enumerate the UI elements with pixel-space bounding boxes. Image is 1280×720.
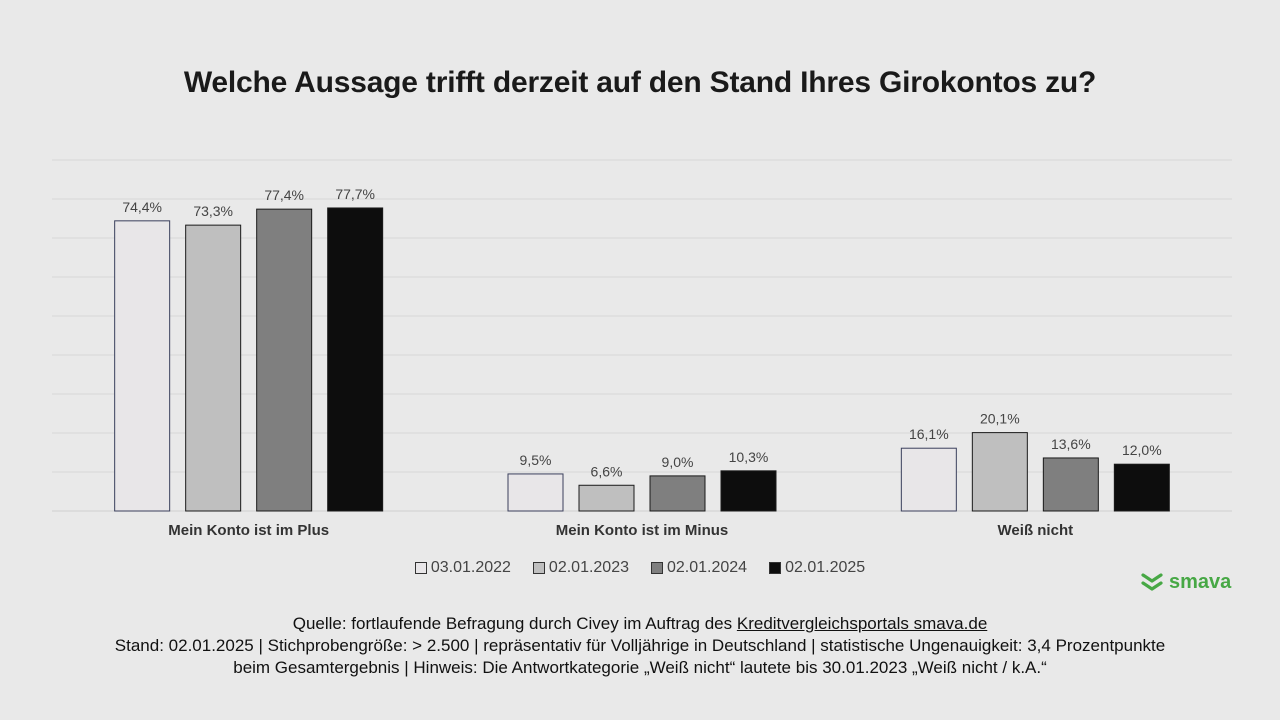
chart-title: Welche Aussage trifft derzeit auf den St… xyxy=(183,66,1097,99)
bar-02.01.2023 xyxy=(971,432,1028,512)
data-label: 10,3% xyxy=(729,449,769,465)
smava-logo: smava xyxy=(1141,571,1231,594)
bar-03.01.2022 xyxy=(507,473,564,512)
legend-item: 02.01.2025 xyxy=(769,559,865,577)
data-label: 20,1% xyxy=(980,411,1020,427)
footer-stand-line: Stand: 02.01.2025 | Stichprobengröße: > … xyxy=(114,636,1166,655)
legend-swatch xyxy=(651,562,663,574)
bar-chart: 74,4% 73,3% 77,4% 77,7% 9,5% 6,6% 9,0% 10,3% 16,… xyxy=(52,159,1232,539)
bar-02.01.2025 xyxy=(327,207,384,512)
legend-swatch xyxy=(414,562,427,574)
legend-label: 02.01.2023 xyxy=(548,559,629,576)
legend-label: 02.01.2024 xyxy=(667,559,748,576)
bar-02.01.2023 xyxy=(185,224,242,512)
data-label: 12,0% xyxy=(1122,442,1162,458)
data-label: 77,4% xyxy=(264,187,304,203)
footer-note-line: beim Gesamtergebnis | Hinweis: Die Antwo… xyxy=(233,658,1047,677)
bar-02.01.2025 xyxy=(1113,463,1170,512)
data-label: 16,1% xyxy=(909,426,949,442)
data-label: 9,0% xyxy=(662,454,694,470)
footer-source-line: Quelle: fortlaufende Befragung durch Civ… xyxy=(40,613,1240,635)
bar-03.01.2022 xyxy=(900,447,957,512)
bar-02.01.2024 xyxy=(649,475,706,512)
legend-swatch xyxy=(769,562,782,574)
data-label: 13,6% xyxy=(1051,436,1091,452)
value-labels: 74,4% 73,3% 77,4% 77,7% 9,5% 6,6% 9,0% 10,3% 16,… xyxy=(122,186,1161,479)
bar-02.01.2023 xyxy=(578,484,635,512)
category-labels: Mein Konto ist im Plus Mein Konto ist im … xyxy=(168,522,1073,539)
smava-logo-icon xyxy=(1141,572,1163,591)
legend-swatch xyxy=(532,562,545,574)
gridlines xyxy=(52,159,1232,512)
category-label: Mein Konto ist im Plus xyxy=(168,522,329,539)
category-label: Weiß nicht xyxy=(998,522,1074,539)
legend-item: 02.01.2024 xyxy=(651,559,747,577)
data-label: 6,6% xyxy=(591,463,623,479)
legend-item: 03.01.2022 xyxy=(414,559,511,577)
legend-item: 02.01.2023 xyxy=(532,559,629,577)
source-footer: Quelle: fortlaufende Befragung durch Civ… xyxy=(40,613,1240,679)
smava-link[interactable]: Kreditvergleichsportals smava.de xyxy=(736,614,988,633)
category-label: Mein Konto ist im Minus xyxy=(556,522,729,539)
data-label: 74,4% xyxy=(122,199,162,215)
data-label: 9,5% xyxy=(520,452,552,468)
data-label: 73,3% xyxy=(193,203,233,219)
bar-02.01.2024 xyxy=(1042,457,1099,512)
bar-03.01.2022 xyxy=(114,220,171,512)
bar-02.01.2025 xyxy=(720,470,777,512)
footer-source-prefix: Quelle: fortlaufende Befragung durch Civ… xyxy=(292,614,737,633)
data-label: 77,7% xyxy=(335,186,375,202)
legend-label: 03.01.2022 xyxy=(430,559,511,576)
legend: 03.01.2022 02.01.2023 02.01.2024 02.01.2025 xyxy=(0,559,1280,577)
bar-02.01.2024 xyxy=(256,208,313,512)
smava-logo-text: smava xyxy=(1169,571,1232,593)
bars xyxy=(114,207,1170,512)
legend-label: 02.01.2025 xyxy=(785,559,866,576)
